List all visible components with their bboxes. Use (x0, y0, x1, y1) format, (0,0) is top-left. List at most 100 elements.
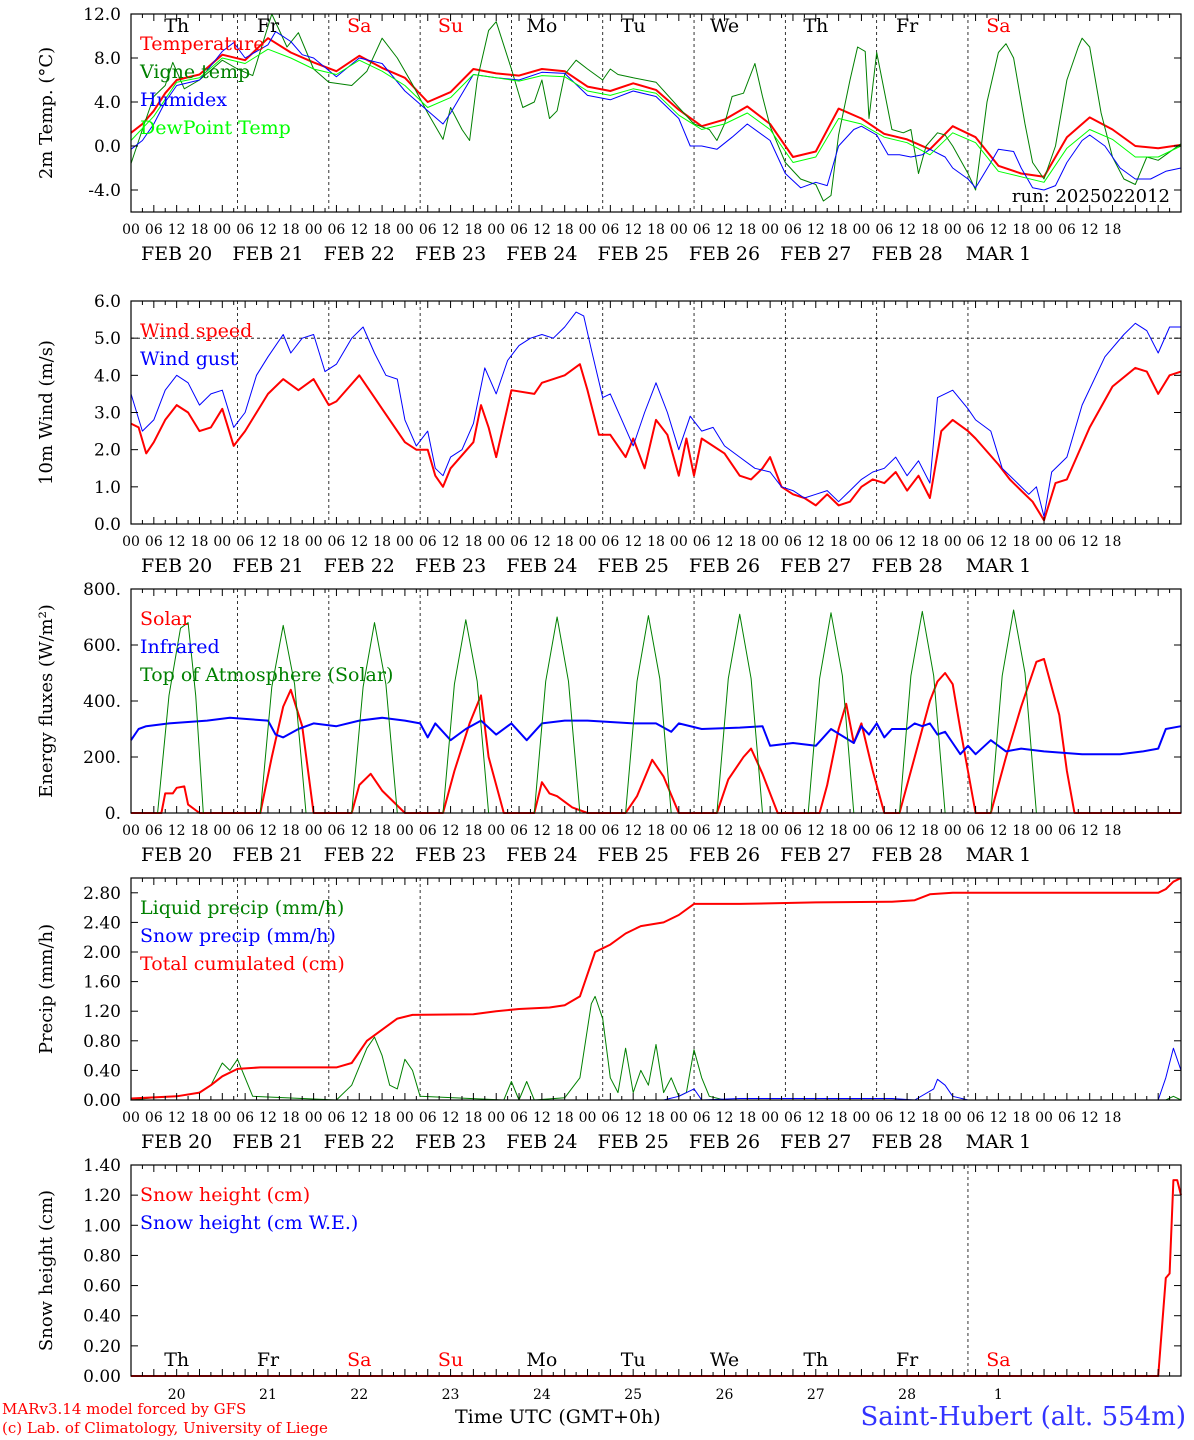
y-axis-label: Precip (mm/h) (36, 924, 57, 1054)
panel-3: 0. 200. 400. 600. 800. Energy fluxes (W/m²) So… (36, 580, 1182, 866)
hour-label: 18 (373, 823, 391, 839)
hour-label: 18 (1012, 823, 1030, 839)
date-label: FEB 23 (415, 243, 486, 265)
hour-label: 18 (647, 823, 665, 839)
y-tick-label: 400. (83, 692, 121, 712)
hour-label: 06 (145, 823, 163, 839)
day-number: 1 (994, 1387, 1003, 1403)
hour-label: 18 (464, 1110, 482, 1126)
series-line-2 (130, 716, 1182, 756)
hour-label: 12 (533, 823, 551, 839)
hour-label: 06 (419, 1110, 437, 1126)
date-label: FEB 27 (780, 1131, 851, 1153)
legend-entry-3: Top of Atmosphere (Solar) (140, 664, 393, 686)
hour-label: 06 (967, 823, 985, 839)
hour-label: 00 (944, 222, 962, 238)
hour-label: 00 (853, 534, 871, 550)
hour-label: 18 (1012, 534, 1030, 550)
hour-label: 00 (853, 1110, 871, 1126)
hour-label: 06 (328, 1110, 346, 1126)
legend-entry-1: Liquid precip (mm/h) (140, 897, 344, 919)
hour-label: 06 (419, 823, 437, 839)
station-label: Saint-Hubert (alt. 554m) (860, 1402, 1186, 1432)
hour-label: 06 (1058, 823, 1076, 839)
hour-label: 12 (807, 222, 825, 238)
hour-label: 18 (921, 823, 939, 839)
series-line-1 (130, 363, 1182, 522)
date-label: MAR 1 (966, 243, 1032, 265)
legend-entry-3: Humidex (140, 89, 227, 111)
hour-label: 12 (624, 823, 642, 839)
hour-label: 00 (487, 534, 505, 550)
hour-label: 06 (967, 1110, 985, 1126)
hour-label: 06 (601, 534, 619, 550)
date-label: FEB 25 (598, 1131, 669, 1153)
hour-label: 18 (282, 1110, 300, 1126)
y-tick-label: 1.20 (83, 1186, 121, 1206)
hour-label: 18 (921, 222, 939, 238)
hour-label: 00 (761, 222, 779, 238)
y-tick-label: 1.60 (83, 973, 121, 993)
series-line-2 (131, 1047, 1182, 1101)
hour-label: 18 (921, 1110, 939, 1126)
hour-label: 06 (875, 534, 893, 550)
hour-label: 18 (556, 823, 574, 839)
legend-entry-3: Total cumulated (cm) (140, 953, 345, 975)
hour-label: 00 (761, 534, 779, 550)
day-number: 24 (533, 1387, 551, 1403)
date-label: FEB 25 (598, 243, 669, 265)
hour-label: 06 (510, 534, 528, 550)
hour-label: 12 (807, 823, 825, 839)
day-name: Sa (986, 15, 1010, 37)
hour-label: 00 (305, 823, 323, 839)
hour-label: 18 (191, 823, 209, 839)
hour-label: 18 (1012, 1110, 1030, 1126)
hour-label: 12 (989, 534, 1007, 550)
day-name: Fr (896, 1349, 919, 1371)
hour-label: 00 (396, 222, 414, 238)
hour-label: 18 (464, 222, 482, 238)
date-label: FEB 23 (415, 555, 486, 577)
y-tick-label: 2.0 (94, 441, 121, 461)
hour-label: 00 (305, 1110, 323, 1126)
hour-label: 12 (442, 534, 460, 550)
hour-label: 12 (624, 534, 642, 550)
series-line-3 (130, 877, 1182, 1100)
credit-line-1: MARv3.14 model forced by GFS (2, 1400, 247, 1418)
date-label: FEB 26 (689, 844, 760, 866)
hour-label: 00 (944, 823, 962, 839)
legend-entry-2: Vigne temp (139, 61, 250, 83)
day-name: Sa (986, 1349, 1010, 1371)
y-tick-label: 2.40 (83, 913, 121, 933)
hour-label: 12 (716, 534, 734, 550)
date-label: FEB 21 (232, 555, 303, 577)
date-label: FEB 21 (232, 844, 303, 866)
hour-label: 00 (396, 1110, 414, 1126)
day-name: Sa (347, 15, 371, 37)
hour-label: 12 (350, 222, 368, 238)
y-tick-label: 0.0 (94, 137, 121, 157)
hour-label: 18 (464, 823, 482, 839)
day-name: Mo (526, 15, 557, 37)
legend-entry-4: DewPoint Temp (140, 117, 291, 139)
day-name: Th (803, 1349, 828, 1371)
hour-label: 06 (510, 1110, 528, 1126)
y-tick-label: 200. (83, 748, 121, 768)
hour-label: 18 (556, 1110, 574, 1126)
hour-label: 00 (122, 534, 140, 550)
date-label: FEB 20 (141, 1131, 212, 1153)
hour-label: 18 (738, 222, 756, 238)
legend-entry-1: Solar (140, 608, 192, 630)
hour-label: 06 (784, 823, 802, 839)
hour-label: 00 (944, 1110, 962, 1126)
hour-label: 06 (1058, 1110, 1076, 1126)
y-tick-label: 0.0 (94, 515, 121, 535)
hour-label: 12 (442, 222, 460, 238)
legend-entry-2: Infrared (140, 636, 220, 658)
panel-2: 0.0 1.0 2.0 3.0 4.0 5.0 6.0 10m Wind (m/s) Wind … (36, 292, 1182, 577)
day-number: 20 (168, 1387, 186, 1403)
date-label: FEB 22 (324, 1131, 395, 1153)
y-tick-label: 0.40 (83, 1061, 121, 1081)
date-label: FEB 26 (689, 1131, 760, 1153)
y-tick-label: 2.80 (83, 884, 121, 904)
